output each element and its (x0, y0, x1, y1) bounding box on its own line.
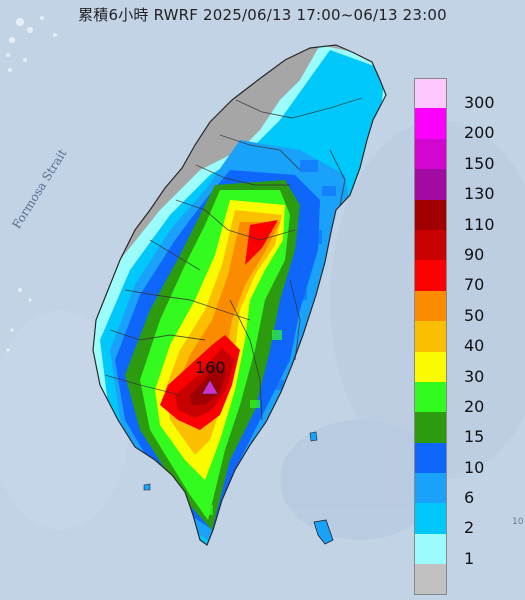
legend-label: 10 (464, 457, 485, 477)
legend-label: 110 (464, 214, 495, 234)
legend-swatch (414, 381, 447, 413)
legend-row: 10 (414, 442, 514, 477)
legend-row: 30 (414, 351, 514, 386)
legend-row: 300 (414, 78, 514, 112)
legend-label: 200 (464, 123, 495, 143)
legend-swatch (414, 351, 447, 382)
legend-row: 200 (414, 108, 514, 143)
legend-swatch (414, 473, 447, 504)
legend-swatch (414, 442, 447, 474)
map-title: 累積6小時 RWRF 2025/06/13 17:00~06/13 23:00 (78, 6, 447, 24)
legend-row: 130 (414, 169, 514, 204)
legend-label: 150 (464, 153, 495, 173)
legend-swatch (414, 564, 447, 595)
legend-row (414, 564, 514, 595)
legend-row: 70 (414, 260, 514, 295)
legend-row: 2 (414, 503, 514, 538)
legend-row: 6 (414, 473, 514, 508)
rainfall-legend: 300 200 150 130 110 90 70 50 40 30 20 15 10 6 2 1 (414, 78, 514, 595)
coastline (92, 44, 387, 546)
legend-label: 30 (464, 366, 485, 386)
legend-label: 40 (464, 336, 485, 356)
cloud-speckles (6, 16, 57, 352)
legend-swatch (414, 260, 447, 291)
legend-label: 70 (464, 275, 485, 295)
legend-row: 50 (414, 290, 514, 325)
legend-label: 90 (464, 244, 485, 264)
legend-row: 40 (414, 321, 514, 356)
legend-label: 20 (464, 396, 485, 416)
legend-row: 1 (414, 533, 514, 568)
islands (143, 431, 334, 545)
legend-label: 2 (464, 518, 475, 538)
legend-swatch (414, 78, 447, 109)
legend-label: 1 (464, 548, 475, 568)
legend-label: 15 (464, 427, 485, 447)
legend-row: 110 (414, 199, 514, 234)
legend-swatch (414, 169, 447, 200)
county-borders (104, 97, 363, 421)
legend-swatch (414, 321, 447, 352)
legend-swatch (414, 290, 447, 322)
legend-label: 130 (464, 184, 495, 204)
legend-swatch (414, 138, 447, 170)
legend-swatch (414, 229, 447, 261)
edge-label: 10 (512, 517, 524, 527)
legend-label: 300 (464, 93, 495, 112)
legend-swatch (414, 412, 447, 443)
legend-row: 90 (414, 229, 514, 264)
legend-row: 150 (414, 138, 514, 173)
legend-swatch (414, 533, 447, 565)
legend-swatch (414, 199, 447, 230)
legend-label: 6 (464, 488, 475, 508)
legend-row: 15 (414, 412, 514, 447)
peak-rainfall-marker (201, 379, 219, 395)
legend-row: 20 (414, 381, 514, 416)
legend-swatch (414, 503, 447, 534)
legend-label: 50 (464, 305, 485, 325)
peak-rainfall-value: 160 (195, 358, 226, 377)
legend-swatch (414, 108, 447, 139)
